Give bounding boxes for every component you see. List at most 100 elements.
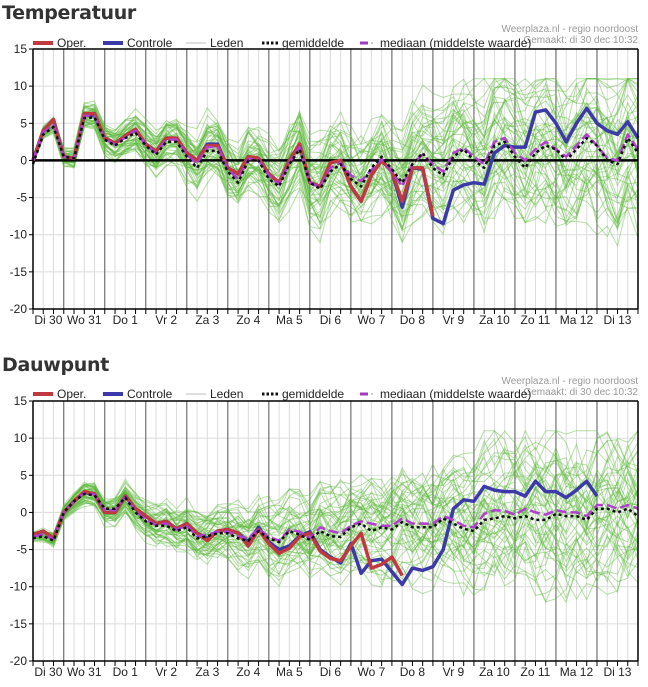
chart-title-dewpoint: Dauwpunt [2, 354, 110, 376]
credits-source: Weerplaza.nl - regio noordoost [501, 24, 638, 35]
ensemble-member-line [32, 112, 639, 200]
legend-label: Controle [127, 387, 173, 401]
y-tick-label: -20 [10, 654, 28, 668]
ensemble-member-line [32, 494, 639, 569]
ensemble-member-line [32, 78, 639, 196]
y-tick-label: -5 [16, 191, 27, 205]
y-tick-label: -20 [10, 302, 28, 316]
ensemble-member-line [32, 468, 639, 560]
credits-dewpoint: Weerplaza.nl - regio noordoost Gemaakt: … [501, 376, 638, 398]
x-day-label: Di 13 [603, 313, 631, 327]
y-tick-label: 10 [14, 79, 28, 93]
ensemble-member-line [32, 452, 639, 540]
x-day-label: Do 8 [400, 313, 426, 327]
ensemble-member-line [32, 470, 639, 553]
ensemble-member-line [32, 489, 639, 597]
legend-label: Controle [127, 36, 173, 50]
chart-title-temperature: Temperatuur [2, 2, 137, 24]
x-day-label: Vr 2 [156, 665, 178, 679]
ensemble-member-line [32, 119, 639, 238]
ensemble-members [32, 429, 639, 604]
x-day-label: Za 3 [195, 665, 219, 679]
legend-label: mediaan (middelste waarde) [380, 36, 531, 50]
ensemble-member-line [32, 449, 639, 540]
x-day-label: Wo 31 [67, 313, 102, 327]
ensemble-member-line [32, 499, 639, 603]
ensemble-member-line [32, 429, 639, 541]
mediaan-line [31, 114, 640, 189]
x-day-label: Do 1 [113, 665, 139, 679]
ensemble-member-line [32, 100, 639, 172]
y-tick-label: 0 [20, 505, 27, 519]
ensemble-member-line [32, 120, 639, 244]
ensemble-member-line [32, 429, 639, 534]
ensemble-member-line [32, 116, 639, 199]
ensemble-members [32, 77, 639, 248]
ensemble-member-line [32, 430, 639, 535]
y-tick-label: -10 [10, 228, 28, 242]
ensemble-member-line [32, 429, 639, 537]
x-day-label: Di 13 [603, 665, 631, 679]
ensemble-member-line [32, 124, 639, 238]
ensemble-member-line [32, 492, 639, 580]
ensemble-member-line [32, 99, 639, 189]
x-day-label: Zo 4 [236, 665, 260, 679]
ensemble-member-line [32, 489, 639, 601]
ensemble-member-line [32, 490, 639, 581]
y-tick-label: 5 [20, 116, 27, 130]
legend-label: Oper. [57, 36, 86, 50]
legend-label: gemiddelde [282, 387, 344, 401]
x-day-label: Za 10 [479, 665, 510, 679]
ensemble-member-line [32, 115, 639, 236]
oper-line [31, 111, 435, 217]
y-tick-label: -10 [10, 580, 28, 594]
ensemble-member-line [32, 450, 639, 540]
x-day-label: Ma 12 [560, 313, 594, 327]
ensemble-member-line [32, 469, 639, 557]
ensemble-member-line [32, 496, 639, 582]
ensemble-member-line [32, 496, 639, 604]
ensemble-member-line [32, 77, 639, 165]
ensemble-member-line [32, 122, 639, 244]
x-day-label: Zo 11 [521, 313, 551, 327]
ensemble-member-line [32, 471, 639, 583]
y-tick-label: 5 [20, 468, 27, 482]
ensemble-member-line [32, 90, 639, 178]
y-tick-label: 15 [14, 42, 28, 56]
ensemble-member-line [32, 117, 639, 231]
gemiddelde-line [32, 492, 639, 544]
ensemble-member-line [32, 122, 639, 227]
x-day-label: Vr 9 [443, 313, 465, 327]
legend-label: Leden [210, 36, 243, 50]
x-day-label: Wo 31 [67, 665, 102, 679]
ensemble-member-line [32, 472, 639, 554]
ensemble-member-line [32, 459, 639, 542]
ensemble-member-line [32, 499, 639, 591]
ensemble-member-line [32, 119, 639, 248]
ensemble-member-line [32, 498, 639, 594]
x-day-label: Di 30 [34, 313, 62, 327]
ensemble-member-line [32, 125, 639, 231]
ensemble-member-line [32, 126, 639, 224]
x-day-label: Do 1 [113, 313, 139, 327]
ensemble-member-line [32, 441, 639, 537]
x-day-label: Di 6 [320, 313, 342, 327]
ensemble-member-line [32, 457, 639, 559]
x-day-label: Vr 9 [443, 665, 465, 679]
x-day-label: Ma 5 [276, 313, 303, 327]
ensemble-member-line [32, 499, 639, 582]
x-day-label: Vr 2 [156, 313, 178, 327]
mediaan-line [32, 491, 639, 542]
ensemble-member-line [32, 450, 639, 553]
ensemble-member-line [32, 101, 639, 185]
x-day-label: Zo 11 [521, 665, 551, 679]
ensemble-member-line [32, 439, 639, 535]
x-day-label: Di 30 [34, 665, 62, 679]
ensemble-member-line [32, 116, 639, 216]
legend-dot [371, 393, 373, 395]
credits-source: Weerplaza.nl - regio noordoost [501, 376, 638, 387]
ensemble-member-line [32, 492, 639, 577]
ensemble-member-line [32, 471, 639, 549]
ensemble-member-line [32, 82, 639, 180]
ensemble-member-line [32, 456, 639, 558]
